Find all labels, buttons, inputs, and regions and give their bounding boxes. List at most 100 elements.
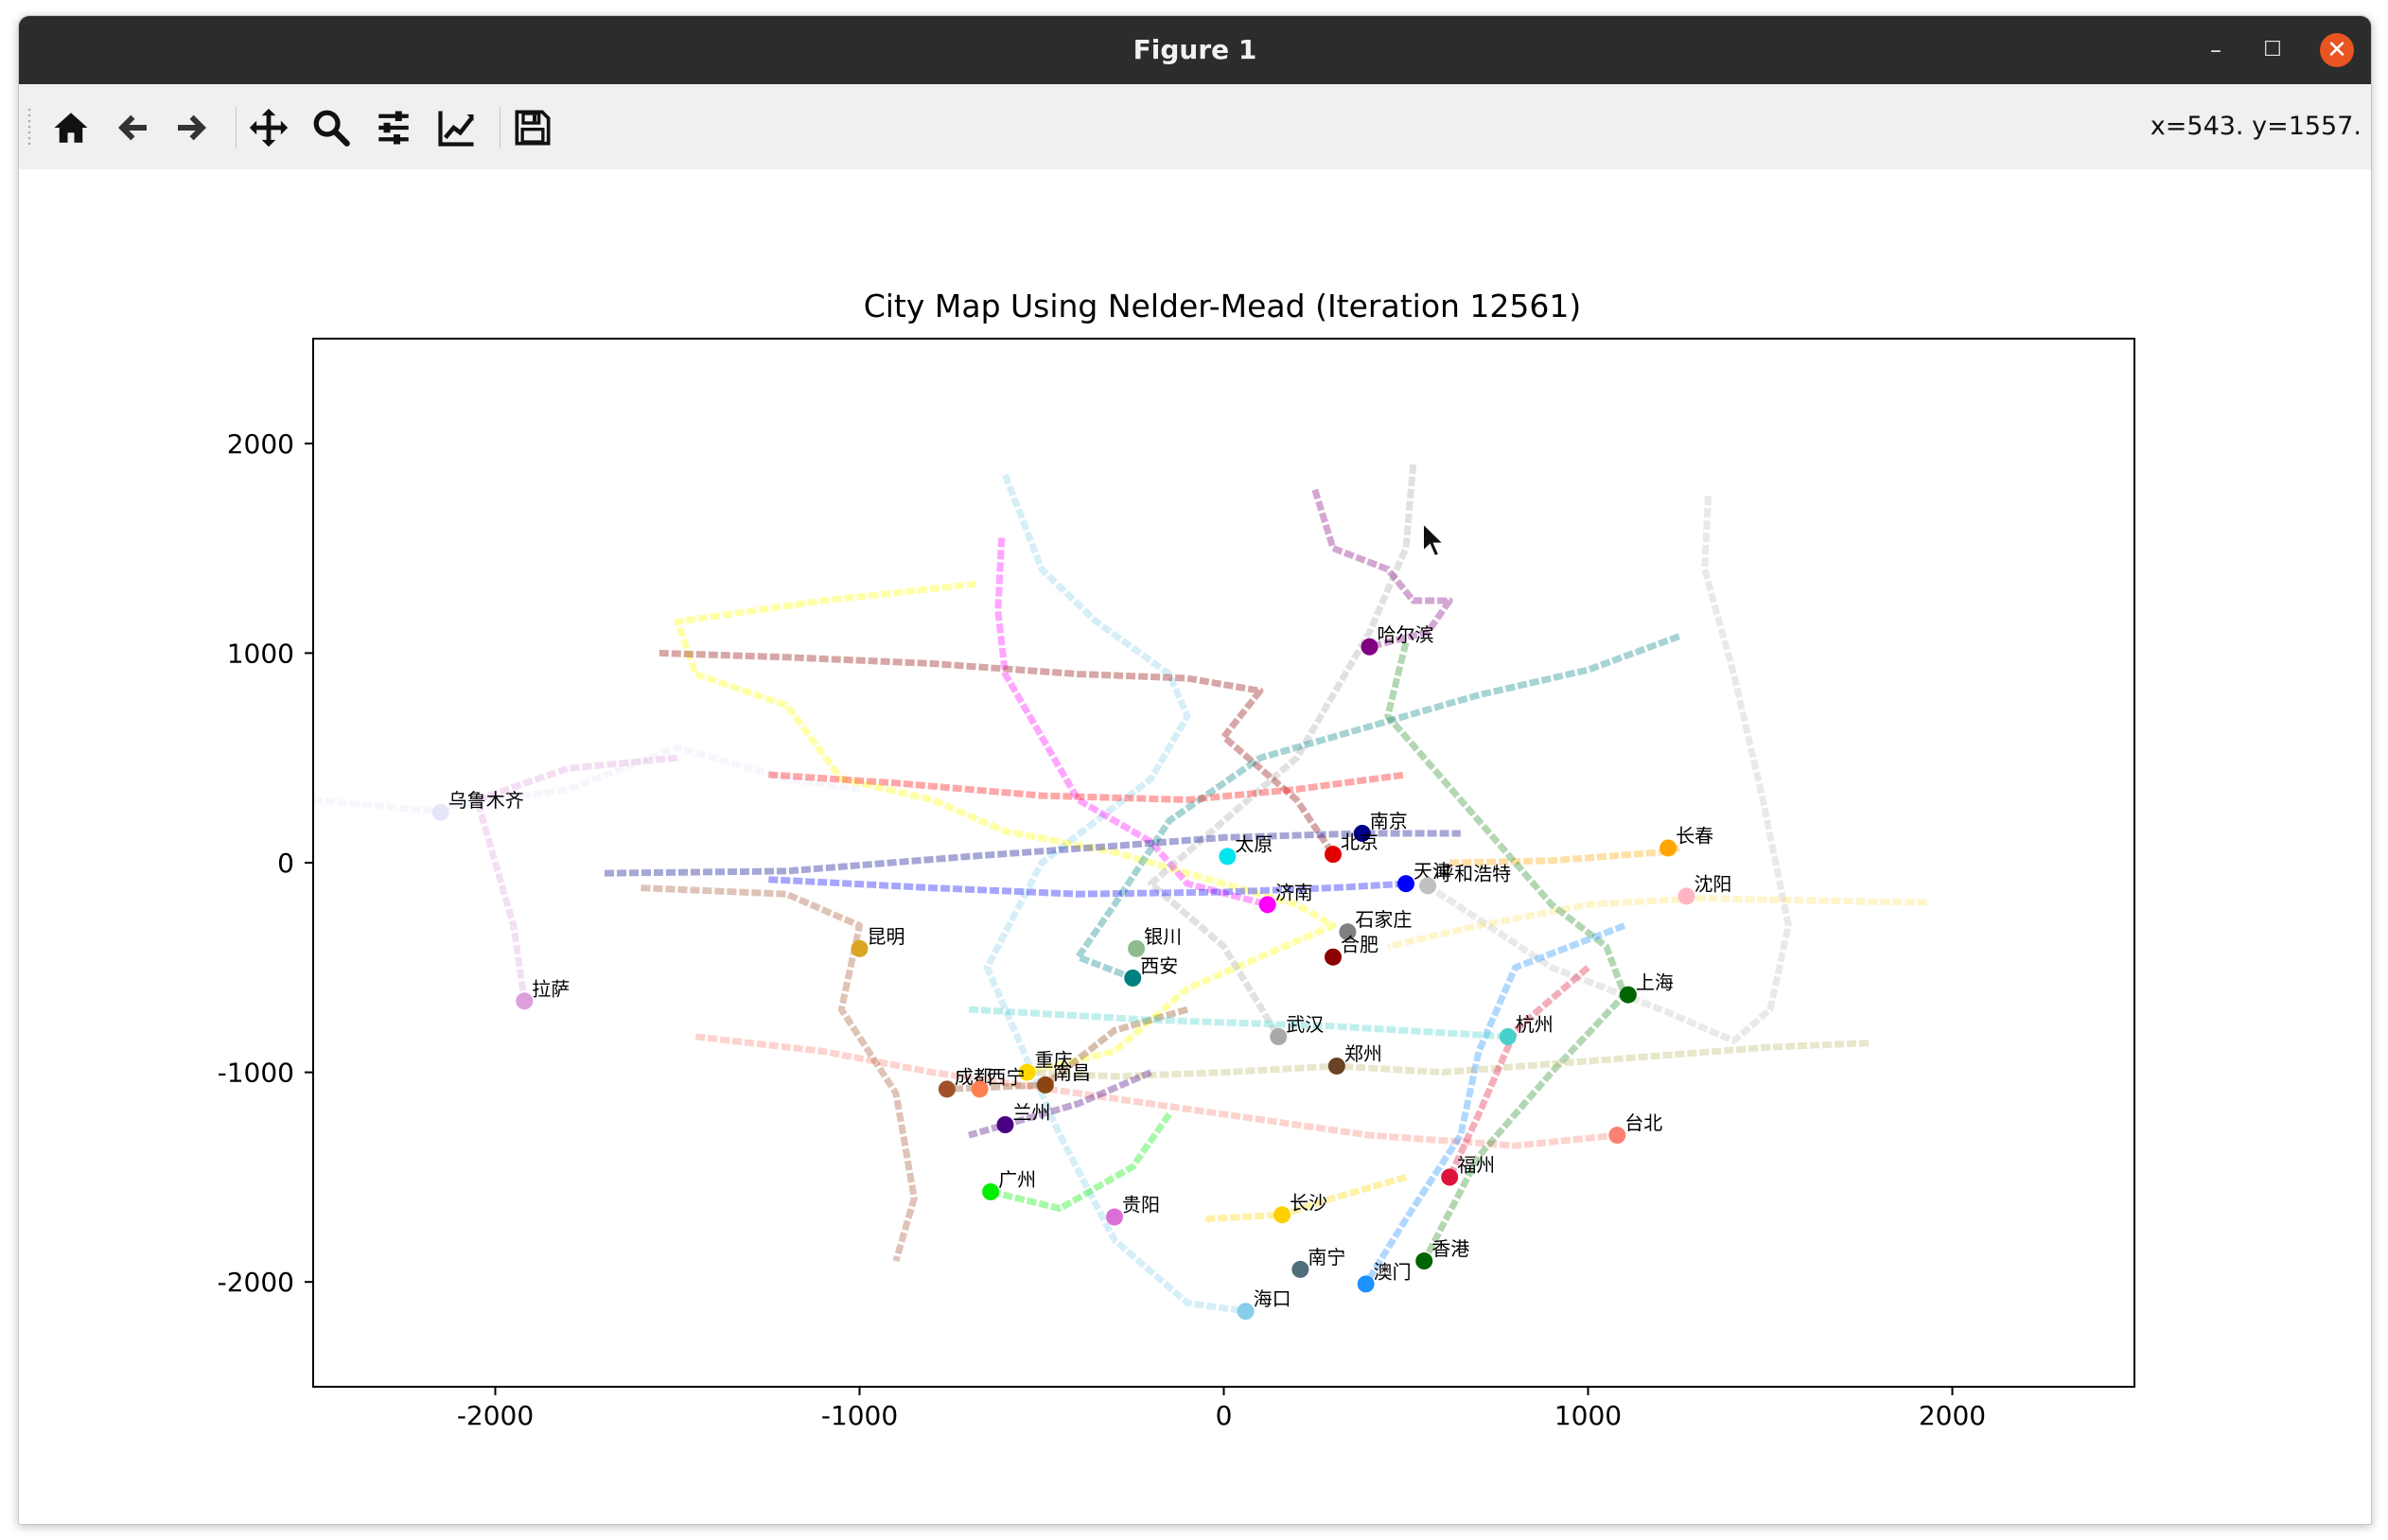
trajectory-9: [313, 744, 860, 814]
city-point-12: [1128, 939, 1146, 957]
city-label: 银川: [1144, 925, 1182, 948]
x-tick-label: 0: [1216, 1400, 1233, 1431]
city-point-5: [1325, 846, 1342, 864]
trajectory-24: [968, 1006, 1509, 1041]
y-tick-label: 0: [277, 848, 294, 879]
city-point-8: [1677, 887, 1695, 905]
home-icon: [54, 113, 88, 143]
search-icon: [313, 110, 350, 147]
back-button[interactable]: [107, 103, 158, 152]
city-point-27: [982, 1182, 1000, 1200]
city-point-13: [1124, 969, 1142, 987]
x-tick-label: 2000: [1919, 1400, 1986, 1431]
city-point-19: [1327, 1057, 1345, 1075]
trajectory-group: [313, 464, 1927, 1315]
city-label: 沈阳: [1694, 872, 1731, 895]
chart-svg[interactable]: City Map Using Nelder-Mead (Iteration 12…: [19, 169, 2371, 1524]
toolbar-grip[interactable]: [26, 107, 32, 145]
arrow-right-icon: [178, 114, 206, 141]
city-label: 济南: [1275, 881, 1313, 903]
sliders-icon: [378, 111, 409, 145]
city-point-32: [1357, 1275, 1375, 1293]
move-icon: [249, 108, 289, 148]
city-point-16: [1619, 986, 1637, 1004]
x-tick-label: 1000: [1554, 1400, 1622, 1431]
close-button[interactable]: ✕: [2320, 33, 2354, 67]
pan-button[interactable]: [243, 103, 294, 152]
city-label: 兰州: [1013, 1101, 1051, 1124]
city-label: 乌鲁木齐: [448, 789, 524, 812]
city-point-10: [1339, 923, 1357, 941]
trajectory-15: [1384, 641, 1628, 1263]
zoom-button[interactable]: [306, 103, 357, 152]
city-point-28: [1106, 1208, 1123, 1226]
trajectory-16: [1362, 922, 1626, 1286]
trajectory-25: [1205, 1174, 1407, 1223]
trajectory-23: [968, 1069, 1152, 1139]
trajectory-1: [674, 580, 1337, 1076]
city-label: 澳门: [1374, 1260, 1412, 1283]
trajectory-8: [768, 876, 1407, 898]
x-tick-label: -1000: [821, 1400, 898, 1431]
city-label: 西宁: [988, 1065, 1026, 1088]
city-point-18: [1270, 1027, 1288, 1045]
y-tick-label: 2000: [227, 429, 294, 460]
city-label: 杭州: [1516, 1013, 1554, 1036]
toolbar-separator: [236, 107, 237, 149]
city-point-2: [1353, 824, 1371, 842]
trajectory-14: [694, 1033, 1618, 1149]
trajectory-5: [658, 649, 1336, 857]
city-label: 西安: [1140, 954, 1178, 977]
city-label: 长沙: [1290, 1191, 1327, 1214]
edit-axis-button[interactable]: [431, 103, 483, 152]
y-tick-label: -1000: [218, 1058, 294, 1089]
city-point-7: [1419, 877, 1437, 895]
city-label: 广州: [998, 1168, 1036, 1191]
city-label: 拉萨: [532, 977, 570, 1000]
save-button[interactable]: [507, 103, 558, 152]
city-label: 贵阳: [1122, 1194, 1160, 1216]
city-label: 呼和浩特: [1435, 862, 1511, 884]
city-point-4: [1219, 848, 1237, 866]
configure-subplots-button[interactable]: [368, 103, 419, 152]
city-label: 海口: [1254, 1287, 1291, 1310]
city-label: 昆明: [868, 925, 905, 948]
chart-title: City Map Using Nelder-Mead (Iteration 12…: [864, 288, 1582, 324]
city-label: 北京: [1341, 831, 1378, 853]
home-button[interactable]: [45, 103, 97, 152]
trajectory-19: [990, 1111, 1172, 1213]
forward-button[interactable]: [167, 103, 218, 152]
trajectory-3: [1148, 464, 1417, 1039]
trajectory-12: [1449, 845, 1680, 866]
city-label: 南京: [1370, 810, 1408, 832]
title-bar[interactable]: Figure 1 – ☐ ✕: [19, 16, 2371, 84]
x-tick-label: -2000: [457, 1400, 534, 1431]
minimize-button[interactable]: –: [2210, 37, 2221, 63]
city-label: 郑州: [1344, 1042, 1382, 1065]
trajectory-13: [1387, 895, 1927, 951]
city-label: 南昌: [1053, 1061, 1091, 1084]
arrow-left-icon: [118, 114, 147, 141]
city-point-26: [1441, 1168, 1459, 1186]
city-point-14: [851, 939, 869, 957]
y-tick-label: -2000: [218, 1267, 294, 1298]
axes-group: -2000 -1000 0 1000 2000 2000 1000 0 -1000 -2000: [218, 338, 2135, 1431]
figure-window: Figure 1 – ☐ ✕ x=543. y=: [18, 15, 2372, 1525]
city-point-31: [1291, 1260, 1309, 1278]
trajectory-11: [1426, 496, 1792, 1044]
city-label: 石家庄: [1355, 908, 1412, 931]
city-point-21: [1036, 1076, 1054, 1094]
city-label: 福州: [1457, 1153, 1495, 1176]
trajectory-18: [641, 884, 918, 1262]
maximize-button[interactable]: ☐: [2263, 38, 2282, 61]
toolbar: x=543. y=1557.: [19, 84, 2371, 170]
city-label: 南宁: [1308, 1246, 1345, 1269]
city-label: 太原: [1235, 832, 1273, 855]
figure-canvas[interactable]: City Map Using Nelder-Mead (Iteration 12…: [19, 169, 2371, 1524]
trajectory-21: [946, 1006, 1188, 1093]
city-point-33: [1237, 1303, 1255, 1321]
city-point-30: [1415, 1252, 1433, 1270]
city-label: 香港: [1431, 1237, 1469, 1260]
city-label: 重庆: [1035, 1049, 1073, 1072]
city-point-6: [1397, 875, 1414, 893]
